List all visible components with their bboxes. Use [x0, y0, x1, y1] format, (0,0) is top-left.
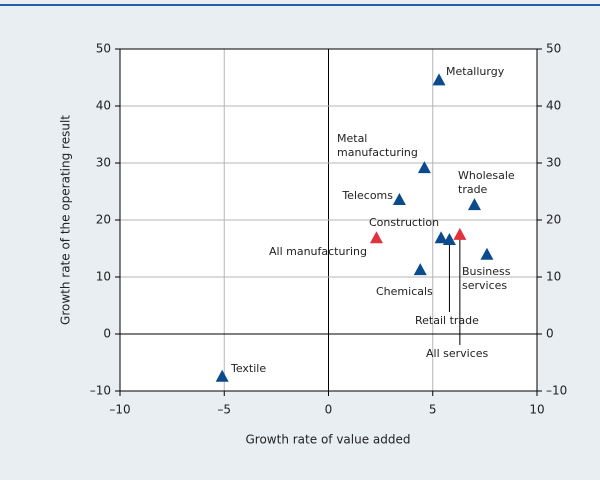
y-tick-label: 30: [546, 156, 561, 170]
point-label: Business: [462, 265, 511, 278]
y-tick-label: 40: [546, 99, 561, 113]
y-tick-label: –10: [546, 384, 567, 398]
point-label: Wholesale: [458, 169, 515, 182]
y-tick-label: 10: [96, 270, 111, 284]
y-tick-label: 20: [546, 213, 561, 227]
y-tick-label: 20: [96, 213, 111, 227]
y-tick-label: 30: [96, 156, 111, 170]
plot-frame: [119, 48, 538, 392]
y-tick-label: 50: [546, 42, 561, 56]
point: [467, 198, 481, 211]
point: [369, 231, 383, 244]
y-tick-label: –10: [90, 384, 111, 398]
point: [215, 369, 229, 382]
point: [413, 263, 427, 276]
x-tick-label: –5: [217, 403, 231, 417]
x-tick-label: 0: [325, 403, 333, 417]
y-axis-label: Growth rate of the operating result: [59, 115, 73, 325]
x-axis-label: Growth rate of value added: [246, 433, 411, 447]
x-tick-label: –10: [109, 403, 130, 417]
point-label: Metallurgy: [446, 65, 505, 78]
point: [434, 231, 448, 244]
point-label: All manufacturing: [269, 245, 367, 258]
point-label: Retail trade: [415, 314, 479, 327]
point: [432, 73, 446, 86]
point: [417, 161, 431, 174]
point-label: trade: [458, 183, 488, 196]
point-label: Construction: [369, 216, 439, 229]
point: [480, 247, 494, 260]
point-label: Chemicals: [376, 285, 433, 298]
point: [392, 193, 406, 206]
point: [442, 232, 456, 245]
x-tick-label: 5: [429, 403, 437, 417]
y-tick-label: 10: [546, 270, 561, 284]
y-tick-label: 0: [546, 327, 554, 341]
top-rule: [0, 4, 600, 6]
point-label: Textile: [230, 362, 266, 375]
y-tick-label: 0: [103, 327, 111, 341]
x-tick-label: 10: [529, 403, 544, 417]
y-tick-label: 40: [96, 99, 111, 113]
point: [453, 227, 467, 240]
point-label: manufacturing: [337, 146, 418, 159]
y-tick-label: 50: [96, 42, 111, 56]
point-label: Metal: [337, 132, 367, 145]
point-label: services: [462, 279, 507, 292]
point-label: Telecoms: [341, 189, 393, 202]
point-label: All services: [426, 347, 489, 360]
